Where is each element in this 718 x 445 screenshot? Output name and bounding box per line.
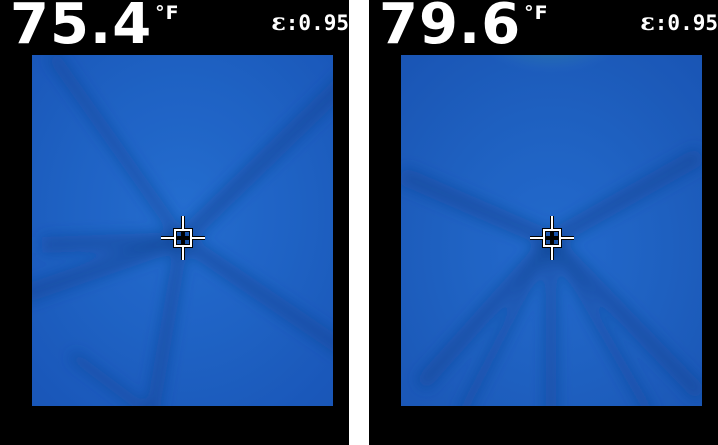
thermal-image [401, 55, 702, 406]
temperature-unit: °F [524, 2, 549, 24]
emissivity-readout: ε:0.95 [271, 7, 349, 36]
temperature-reading: 75.4 °F [10, 0, 180, 56]
emissivity-value: :0.95 [654, 11, 718, 35]
thermal-image-graphic [32, 55, 333, 406]
emissivity-symbol: ε [271, 7, 286, 36]
thermal-image-graphic [401, 55, 702, 406]
crosshair-icon [160, 215, 205, 260]
thermal-panel-right: 79.6 °F ε:0.95 [369, 0, 718, 445]
temperature-unit: °F [155, 2, 180, 24]
temperature-value: 75.4 [10, 0, 153, 57]
crosshair-icon [529, 215, 574, 260]
temperature-reading: 79.6 °F [379, 0, 549, 56]
emissivity-value: :0.95 [285, 11, 349, 35]
emissivity-readout: ε:0.95 [640, 7, 718, 36]
emissivity-symbol: ε [640, 7, 655, 36]
temperature-value: 79.6 [379, 0, 522, 57]
thermal-panel-left: 75.4 °F ε:0.95 [0, 0, 349, 445]
thermal-image [32, 55, 333, 406]
